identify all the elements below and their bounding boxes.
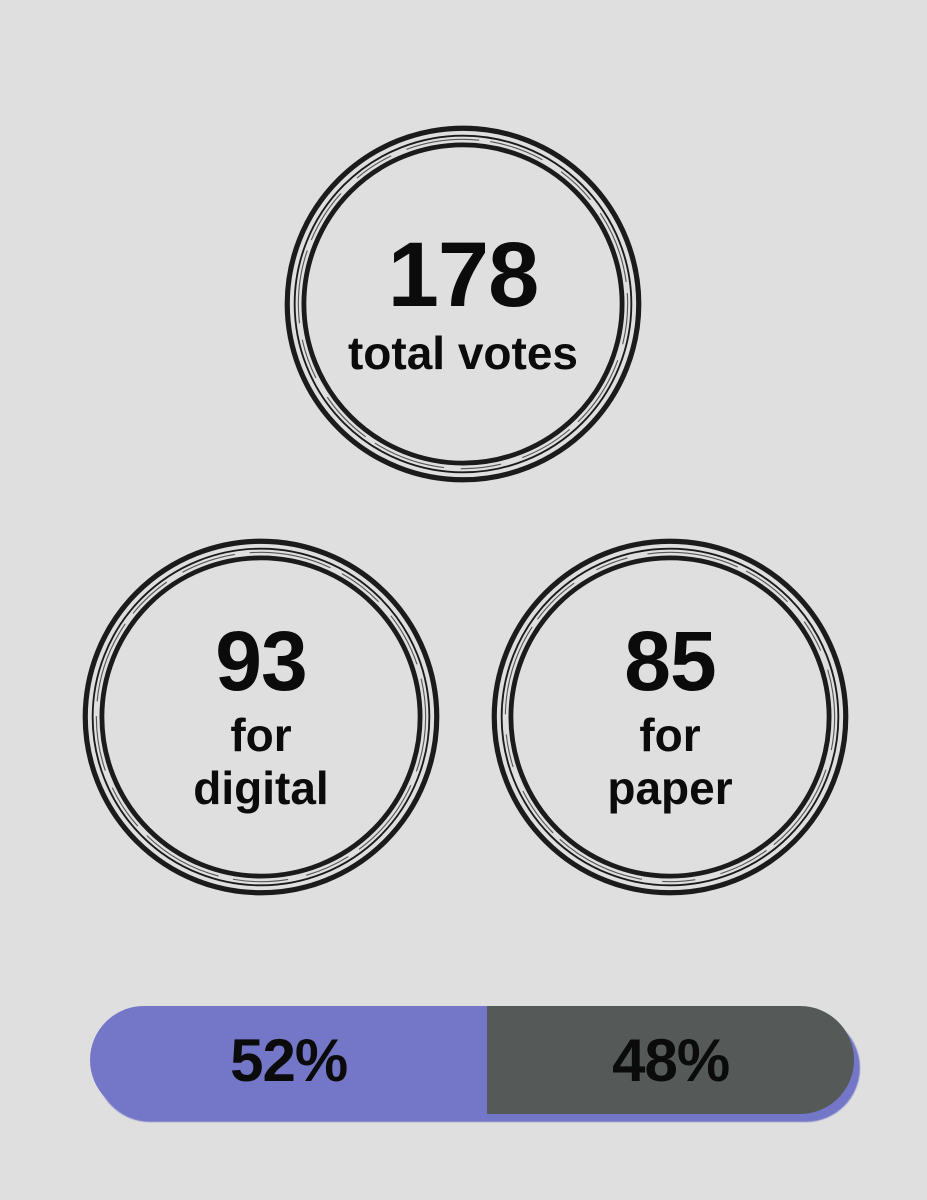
stat-circle-paper: 85 for paper [485,532,855,902]
digital-votes-label: for digital [193,709,328,815]
stat-circle-digital: 93 for digital [76,532,446,902]
bar-left-pct: 52% [230,1026,347,1095]
total-votes-value: 178 [388,229,539,321]
bar-segment-left: 52% [90,1006,487,1114]
total-votes-label: total votes [348,327,578,380]
paper-votes-label: for paper [607,709,732,815]
bar-right-pct: 48% [612,1026,729,1095]
bar-track: 52% 48% [90,1006,854,1114]
paper-votes-value: 85 [624,619,715,703]
bar-segment-right: 48% [487,1006,854,1114]
stat-circle-total: 178 total votes [278,119,648,489]
percentage-bar: 52% 48% [90,1006,854,1114]
digital-votes-value: 93 [215,619,306,703]
